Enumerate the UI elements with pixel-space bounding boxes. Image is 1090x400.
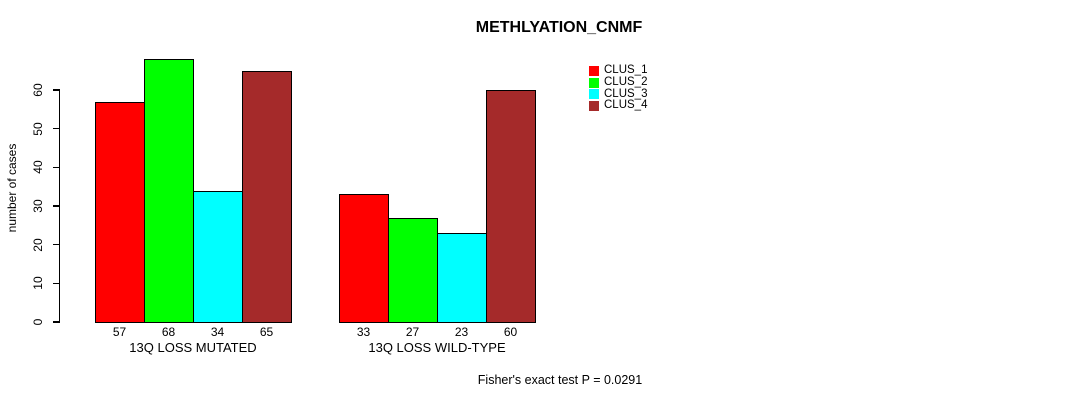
y-tick-label: 10 [31,276,45,291]
chart-title: METHLYATION_CNMF [475,19,643,36]
bar-value-label: 27 [405,325,420,339]
legend-row-clus_1: CLUS_1 [589,65,647,77]
bar-clus_4-group1 [242,70,292,323]
y-tick-mark [53,128,60,130]
y-tick-label: 40 [31,160,45,175]
annotation-text: Fisher's exact test P = 0.0291 [477,373,643,387]
legend-row-clus_2: CLUS_2 [589,76,648,89]
legend-swatch-icon [589,77,599,88]
bar-clus_3-group2 [437,233,487,323]
y-tick-mark [53,282,60,284]
legend-label: CLUS_1 [604,64,648,77]
y-tick-label: 60 [31,83,45,97]
legend-label: CLUS_3 [604,87,648,100]
y-tick-label: 50 [31,121,45,136]
bar-value-label: 34 [210,325,225,339]
bar-value-label: 68 [161,325,176,339]
bar-value-label: 60 [503,325,518,339]
legend-swatch-icon [589,65,599,76]
bar-value-label: 57 [112,325,127,339]
group-label: 13Q LOSS MUTATED [129,340,257,355]
legend-label: CLUS_4 [604,99,648,112]
y-tick-mark [53,205,60,207]
bar-clus_1-group1 [95,101,145,323]
legend-row-clus_3: CLUS_3 [589,88,647,100]
y-tick-label: 0 [31,318,45,326]
y-tick-mark [53,89,60,91]
legend-swatch-icon [589,100,599,111]
bar-clus_3-group1 [193,190,243,323]
bar-clus_2-group1 [144,59,194,323]
bar-clus_2-group2 [388,217,438,323]
legend-row-clus_4: CLUS_4 [589,100,647,112]
bar-value-label: 33 [356,325,371,339]
y-tick-label: 20 [31,237,45,252]
bar-clus_1-group2 [339,194,389,323]
y-tick-mark [53,166,60,168]
y-tick-label: 30 [31,199,45,213]
legend-swatch-icon [589,89,599,100]
legend: CLUS_1 CLUS_2 CLUS_3 CLUS_4 [589,65,647,112]
bar-value-label: 65 [259,325,274,339]
y-tick-mark [53,244,60,246]
legend-label: CLUS_2 [604,76,648,89]
y-tick-mark [53,321,60,323]
y-axis-label: number of cases [5,143,19,233]
bar-clus_4-group2 [486,90,536,323]
bar-value-label: 23 [454,325,469,339]
group-label: 13Q LOSS WILD-TYPE [368,340,506,355]
